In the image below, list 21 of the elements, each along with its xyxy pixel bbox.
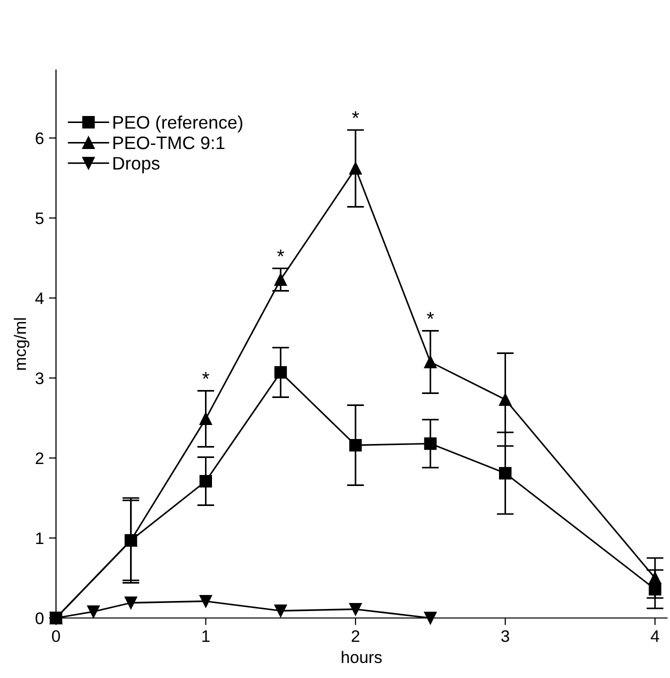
y-tick-label: 2 xyxy=(36,452,44,464)
x-tick-label: 2 xyxy=(352,630,360,642)
y-tick-label: 0 xyxy=(36,612,44,624)
x-axis-title: hours xyxy=(342,650,382,664)
annotation: * xyxy=(277,250,284,256)
legend-label: PEO (reference) xyxy=(113,116,242,132)
x-tick-label: 1 xyxy=(202,630,210,642)
annotation: * xyxy=(426,312,434,319)
y-tick-label: 5 xyxy=(36,212,44,224)
y-axis-title: mcg/ml xyxy=(14,318,30,370)
legend-label: PEO-TMC 9:1 xyxy=(113,136,224,150)
annotation: * xyxy=(202,372,210,379)
y-tick-label: 6 xyxy=(36,132,44,144)
annotation: * xyxy=(352,111,359,118)
x-tick-label: 0 xyxy=(52,630,60,642)
y-tick-label: 3 xyxy=(36,372,44,384)
x-tick-label: 4 xyxy=(650,630,660,642)
y-tick-label: 1 xyxy=(36,532,44,544)
legend-label: Drops xyxy=(113,157,160,174)
y-tick-label: 4 xyxy=(35,292,44,304)
x-tick-label: 3 xyxy=(501,630,510,642)
